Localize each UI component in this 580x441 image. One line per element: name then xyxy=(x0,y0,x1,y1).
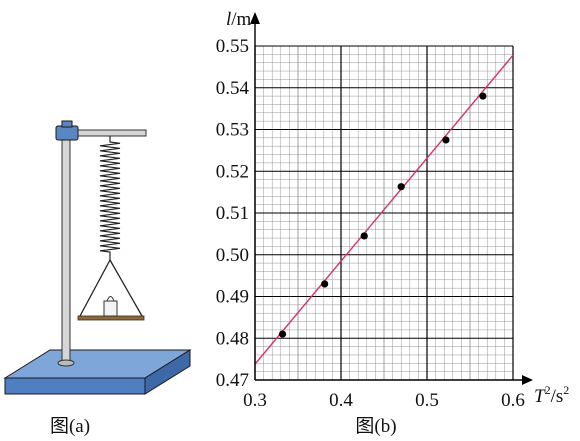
y-tick-label: 0.55 xyxy=(216,36,249,57)
x-tick-label: 0.6 xyxy=(501,390,525,411)
weight-block xyxy=(103,300,118,317)
stand-base-side xyxy=(144,349,191,395)
plot-area: 0.3 0.4 0.5 0.6 0.47 0.48 0.49 0.50 0.51 0.52 0.5… xyxy=(216,9,570,411)
spring xyxy=(99,136,121,260)
y-tick-label: 0.52 xyxy=(216,161,249,182)
weight-hook xyxy=(106,296,115,302)
data-points xyxy=(278,92,487,338)
spring-apparatus-illustration xyxy=(3,120,192,395)
data-point xyxy=(479,92,487,100)
y-tick-label: 0.53 xyxy=(216,120,249,141)
caption-a: 图(a) xyxy=(50,416,90,437)
y-axis-arrow xyxy=(250,12,260,24)
y-axis-label: l/m xyxy=(226,9,252,30)
caption-b: 图(b) xyxy=(355,416,396,437)
y-tick-labels: 0.47 0.48 0.49 0.50 0.51 0.52 0.53 0.54 0.55 xyxy=(216,36,250,391)
x-tick-label: 0.5 xyxy=(415,390,439,411)
fit-line xyxy=(254,54,514,365)
data-point xyxy=(278,330,287,338)
hanger-string-right xyxy=(109,259,143,317)
x-axis-arrow xyxy=(522,375,533,385)
y-tick-label: 0.48 xyxy=(216,328,249,349)
hanger-string-left xyxy=(79,259,111,317)
x-tick-label: 0.4 xyxy=(329,390,353,411)
stand-rod xyxy=(61,134,71,364)
y-tick-label: 0.47 xyxy=(216,370,249,391)
stand-base-front xyxy=(4,377,146,395)
x-axis-label: T2/s2 xyxy=(534,383,569,407)
y-tick-label: 0.50 xyxy=(216,245,249,266)
data-point xyxy=(442,136,450,144)
x-tick-labels: 0.3 0.4 0.5 0.6 xyxy=(243,390,525,411)
rod-foot xyxy=(57,359,75,367)
data-point xyxy=(321,280,329,288)
data-point xyxy=(360,232,368,240)
weight-pan xyxy=(77,315,145,321)
y-tick-label: 0.51 xyxy=(216,203,249,224)
data-point xyxy=(397,183,405,191)
x-tick-label: 0.3 xyxy=(243,390,267,411)
stand-clamp xyxy=(55,125,79,141)
y-tick-label: 0.49 xyxy=(216,287,249,308)
clamp-screw xyxy=(61,120,73,128)
y-tick-label: 0.54 xyxy=(216,78,250,99)
